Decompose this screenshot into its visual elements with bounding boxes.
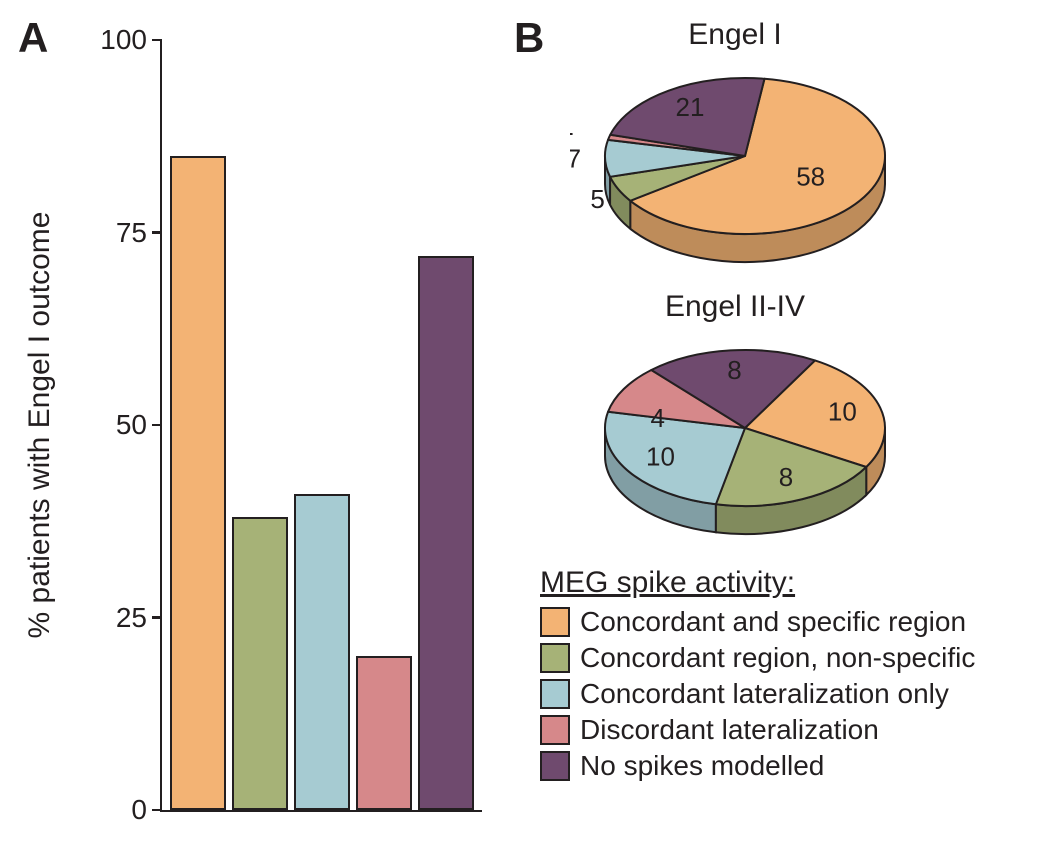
y-tick-label: 100 [87, 24, 147, 56]
bar-no_spikes [418, 256, 474, 810]
bar-chart-plot-area: 0255075100 [160, 40, 482, 812]
bar-discordant_lateralization [356, 656, 412, 810]
legend-row: Concordant and specific region [540, 606, 1020, 638]
legend-swatch [540, 751, 570, 781]
legend-items: Concordant and specific region Concordant… [540, 606, 1020, 782]
pie-slice-label-no_spikes: 21 [676, 92, 705, 122]
pie-slice-label-concordant_specific: 58 [796, 161, 825, 191]
y-tick-label: 75 [87, 217, 147, 249]
pie-slice-label-concordant_lateralization: 7 [570, 144, 581, 174]
pie-slice-label-discordant_lateralization: 4 [650, 403, 664, 433]
pie-slice-label-no_spikes: 8 [727, 355, 741, 385]
legend-label: Discordant lateralization [580, 714, 879, 746]
pie-engel-i-title: Engel I [570, 18, 900, 52]
figure: A B % patients with Engel I outcome 0255… [0, 0, 1050, 851]
y-tick [152, 616, 162, 619]
pie-engel-ii-iv-svg: 10 8 10 4 8 [570, 328, 920, 548]
pie-slice-label-concordant_specific: 10 [828, 396, 857, 426]
bar-concordant_lateralization [294, 494, 350, 810]
legend-row: No spikes modelled [540, 750, 1020, 782]
legend-swatch [540, 607, 570, 637]
panel-a-label: A [18, 14, 48, 62]
y-tick [152, 231, 162, 234]
y-tick-label: 50 [87, 409, 147, 441]
legend-swatch [540, 715, 570, 745]
panel-b-label: B [514, 14, 544, 62]
bar-concordant_specific [170, 156, 226, 811]
pie-engel-i-svg: 58 571 21 [570, 56, 920, 276]
pie-slice-label-concordant_lateralization: 10 [646, 441, 675, 471]
pie-slice-label-discordant_lateralization: 1 [570, 111, 574, 141]
y-tick-label: 25 [87, 602, 147, 634]
bar-chart: % patients with Engel I outcome 02550751… [100, 40, 480, 810]
legend: MEG spike activity: Concordant and speci… [540, 566, 1020, 786]
pie-slice-label-concordant_nonspecific: 8 [779, 462, 793, 492]
y-tick [152, 809, 162, 812]
legend-swatch [540, 679, 570, 709]
y-tick [152, 424, 162, 427]
y-axis-title: % patients with Engel I outcome [23, 212, 57, 639]
legend-label: Concordant and specific region [580, 606, 966, 638]
legend-row: Concordant lateralization only [540, 678, 1020, 710]
legend-label: No spikes modelled [580, 750, 824, 782]
y-tick [152, 39, 162, 42]
pie-engel-i: Engel I 58 571 21 [570, 18, 900, 276]
legend-row: Concordant region, non-specific [540, 642, 1020, 674]
bar-concordant_nonspecific [232, 517, 288, 810]
legend-row: Discordant lateralization [540, 714, 1020, 746]
legend-title: MEG spike activity: [540, 566, 1020, 600]
pie-engel-ii-iv: Engel II-IV 10 8 10 4 8 [570, 290, 900, 548]
y-tick-label: 0 [87, 794, 147, 826]
pie-slice-label-concordant_nonspecific: 5 [590, 184, 604, 214]
legend-label: Concordant region, non-specific [580, 642, 975, 674]
legend-swatch [540, 643, 570, 673]
legend-label: Concordant lateralization only [580, 678, 949, 710]
pie-engel-ii-iv-title: Engel II-IV [570, 290, 900, 324]
